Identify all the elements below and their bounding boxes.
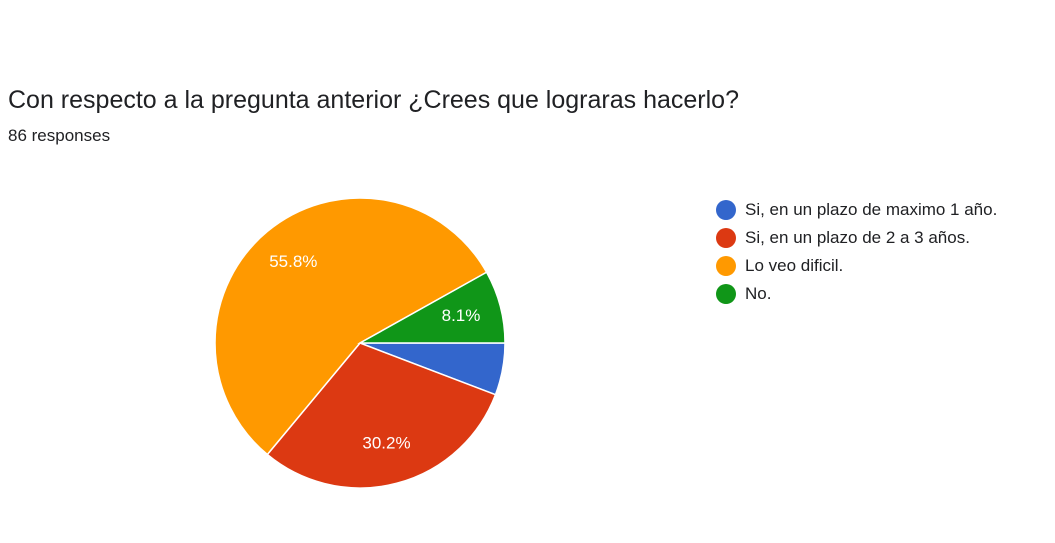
pie-slice-difficult[interactable] — [214, 197, 488, 456]
legend-swatch-blue — [716, 200, 736, 220]
legend-swatch-green — [716, 284, 736, 304]
response-count: 86 responses — [8, 126, 111, 145]
legend-item-difficult[interactable]: Lo veo dificil. — [716, 252, 997, 280]
chart-legend: Si, en un plazo de maximo 1 año. Si, en … — [716, 196, 997, 308]
pie-slice-2-to-3-years[interactable] — [266, 342, 497, 489]
legend-item-no[interactable]: No. — [716, 280, 997, 308]
legend-label: Lo veo dificil. — [745, 256, 844, 275]
legend-label: Si, en un plazo de 2 a 3 años. — [745, 228, 970, 247]
legend-swatch-red — [716, 228, 736, 248]
legend-label: No. — [745, 284, 772, 303]
legend-swatch-orange — [716, 256, 736, 276]
chart-title: Con respecto a la pregunta anterior ¿Cre… — [8, 86, 739, 114]
slice-label-2-to-3-years: 30.2% — [362, 433, 410, 452]
slice-label-no: 8.1% — [442, 306, 481, 325]
legend-item-2-to-3-years[interactable]: Si, en un plazo de 2 a 3 años. — [716, 224, 997, 252]
legend-label: Si, en un plazo de maximo 1 año. — [745, 200, 998, 219]
slice-label-difficult: 55.8% — [269, 252, 317, 271]
pie-slice-no[interactable] — [357, 271, 506, 344]
legend-item-max-1-year[interactable]: Si, en un plazo de maximo 1 año. — [716, 196, 997, 224]
